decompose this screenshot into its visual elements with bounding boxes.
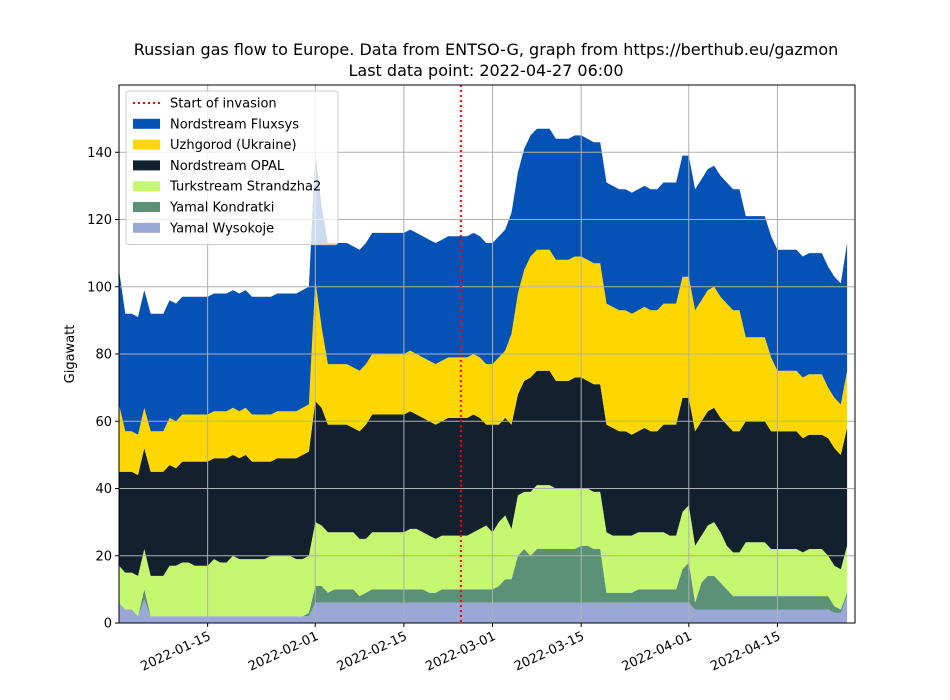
- legend-label-invasion: Start of invasion: [170, 97, 277, 112]
- y-tick-label: 40: [95, 482, 112, 497]
- area-turkstream-strandzha2: [119, 485, 848, 617]
- legend-swatch: [133, 181, 160, 192]
- legend-swatch: [133, 118, 160, 129]
- area-uzhgorod-ukraine: [119, 249, 848, 475]
- legend-label: Nordstream OPAL: [170, 159, 285, 174]
- legend-label: Yamal Wysokoje: [169, 221, 274, 236]
- area-nordstream-fluxsys: [119, 128, 848, 435]
- area-yamal-wysokoje: [119, 596, 848, 623]
- legend-label: Nordstream Fluxsys: [170, 117, 299, 132]
- chart-title: Russian gas flow to Europe. Data from EN…: [134, 40, 839, 59]
- legend-label: Yamal Kondratki: [169, 201, 274, 216]
- y-tick-label: 60: [95, 415, 112, 430]
- y-axis-label: Gigawatt: [63, 325, 78, 384]
- y-tick-label: 140: [87, 146, 112, 161]
- legend-swatch: [133, 160, 160, 171]
- area-nordstream-opal: [119, 370, 848, 576]
- legend-swatch: [133, 202, 160, 212]
- legend-box: [125, 90, 339, 246]
- plot-area: [119, 128, 848, 623]
- legend: Start of invasion Nordstream Fluxsys Uzhgo…: [125, 90, 339, 246]
- y-tick-label: 120: [87, 213, 112, 228]
- y-axis: 0 20 40 60 80 100 120 140: [87, 146, 119, 632]
- y-tick-label: 100: [87, 280, 112, 295]
- chart-subtitle: Last data point: 2022-04-27 06:00: [349, 61, 624, 80]
- area-yamal-kondratki: [119, 545, 848, 617]
- legend-label: Turkstream Strandzha2: [169, 180, 321, 195]
- y-tick-label: 0: [104, 617, 112, 632]
- legend-swatch: [133, 139, 160, 150]
- legend-swatch: [133, 222, 160, 233]
- grid: [119, 85, 855, 624]
- y-tick-label: 80: [95, 348, 112, 363]
- y-tick-label: 20: [95, 549, 112, 564]
- legend-label: Uzhgorod (Ukraine): [170, 138, 297, 153]
